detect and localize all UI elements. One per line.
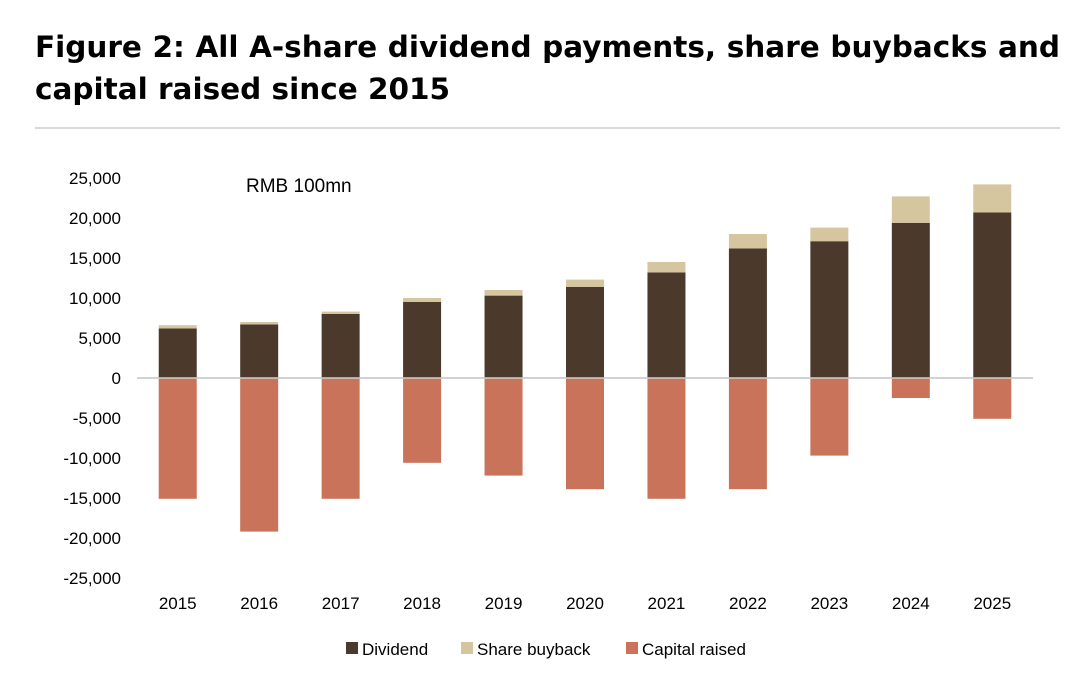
bar-share-buyback-2024 xyxy=(891,196,930,223)
bar-capital-raised-2016 xyxy=(240,378,279,532)
legend-swatch xyxy=(626,642,638,654)
y-tick-label: 15,000 xyxy=(69,249,121,268)
y-axis: 25,000 20,000 15,000 10,000 5,000 0 -5,000 -10,… xyxy=(63,169,121,588)
bar-capital-raised-2021 xyxy=(647,378,686,499)
bar-dividend-2019 xyxy=(484,295,523,378)
bar-capital-raised-2025 xyxy=(973,378,1012,419)
bar-series xyxy=(137,184,1033,532)
bar-capital-raised-2018 xyxy=(403,378,442,463)
x-tick-label: 2018 xyxy=(403,594,441,613)
bar-capital-raised-2023 xyxy=(810,378,849,456)
bar-capital-raised-2022 xyxy=(728,378,767,490)
y-tick-label: -20,000 xyxy=(63,529,121,548)
y-tick-label: 5,000 xyxy=(78,329,121,348)
bar-dividend-2022 xyxy=(728,248,767,378)
bar-dividend-2015 xyxy=(158,328,197,378)
bar-capital-raised-2019 xyxy=(484,378,523,476)
x-tick-label: 2016 xyxy=(240,594,278,613)
legend-label: Capital raised xyxy=(642,640,746,659)
legend-label: Dividend xyxy=(362,640,428,659)
y-tick-label: -5,000 xyxy=(73,409,121,428)
y-tick-label: -10,000 xyxy=(63,449,121,468)
x-tick-label: 2024 xyxy=(892,594,930,613)
bar-dividend-2024 xyxy=(891,222,930,378)
bar-dividend-2018 xyxy=(403,302,442,378)
bar-share-buyback-2019 xyxy=(484,290,523,296)
bar-share-buyback-2015 xyxy=(158,325,197,329)
x-tick-label: 2022 xyxy=(729,594,767,613)
chart-title: Figure 2: All A-share dividend payments,… xyxy=(35,30,1060,106)
bar-share-buyback-2025 xyxy=(973,184,1012,213)
x-axis: 2015 2016 2017 2018 2019 2020 2021 2022 2023 2024… xyxy=(159,594,1011,613)
x-tick-label: 2021 xyxy=(648,594,686,613)
bar-dividend-2023 xyxy=(810,241,849,378)
x-tick-label: 2020 xyxy=(566,594,604,613)
bar-share-buyback-2016 xyxy=(240,322,279,325)
bar-share-buyback-2017 xyxy=(321,311,360,314)
legend-swatch xyxy=(461,642,473,654)
title-divider xyxy=(35,127,1060,129)
bar-share-buyback-2022 xyxy=(728,234,767,249)
x-tick-label: 2019 xyxy=(485,594,523,613)
bar-share-buyback-2020 xyxy=(566,279,604,287)
x-tick-label: 2017 xyxy=(322,594,360,613)
bar-capital-raised-2024 xyxy=(891,378,930,398)
y-tick-label: 25,000 xyxy=(69,169,121,188)
bar-dividend-2017 xyxy=(321,314,360,378)
legend-label: Share buyback xyxy=(477,640,591,659)
bar-share-buyback-2021 xyxy=(647,262,686,273)
y-tick-label: -25,000 xyxy=(63,569,121,588)
bar-share-buyback-2018 xyxy=(403,298,442,302)
y-tick-label: 20,000 xyxy=(69,209,121,228)
x-tick-label: 2015 xyxy=(159,594,197,613)
bar-capital-raised-2015 xyxy=(158,378,197,499)
bar-capital-raised-2020 xyxy=(566,378,604,490)
bar-capital-raised-2017 xyxy=(321,378,360,499)
unit-label: RMB 100mn xyxy=(246,176,352,197)
y-tick-label: -15,000 xyxy=(63,489,121,508)
y-tick-label: 10,000 xyxy=(69,289,121,308)
bar-share-buyback-2023 xyxy=(810,227,849,242)
bar-dividend-2016 xyxy=(240,324,279,378)
x-tick-label: 2025 xyxy=(973,594,1011,613)
x-tick-label: 2023 xyxy=(810,594,848,613)
bar-dividend-2020 xyxy=(566,286,604,378)
bar-dividend-2025 xyxy=(973,212,1012,378)
legend-swatch xyxy=(346,642,358,654)
y-tick-label: 0 xyxy=(112,369,121,388)
legend: Dividend Share buyback Capital raised xyxy=(346,640,746,659)
bar-dividend-2021 xyxy=(647,272,686,378)
